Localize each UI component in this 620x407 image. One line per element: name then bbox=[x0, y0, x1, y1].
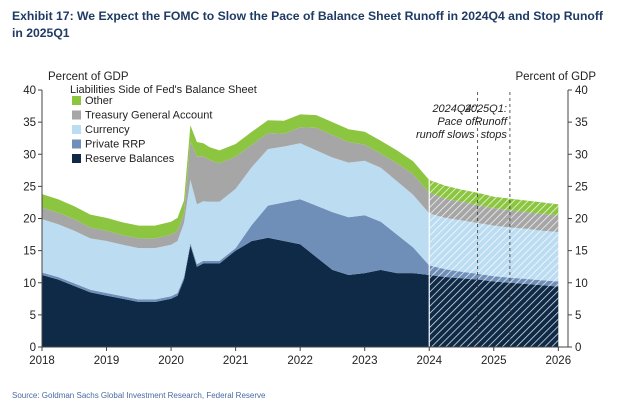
legend-swatch-other bbox=[72, 96, 81, 105]
area-treasury-general-account bbox=[42, 127, 559, 249]
y-tick-label-right: 25 bbox=[575, 181, 588, 193]
x-tick-label: 2024 bbox=[416, 355, 442, 367]
legend-swatch-reserve-balances bbox=[72, 154, 81, 163]
legend-swatch-private-rrp bbox=[72, 139, 81, 149]
legend-label-currency: Currency bbox=[85, 124, 130, 136]
area-private-rrp bbox=[42, 199, 559, 302]
x-tick-label: 2019 bbox=[94, 355, 120, 367]
y-tick-label-left: 40 bbox=[23, 85, 36, 97]
source-note: Source: Goldman Sachs Global Investment … bbox=[12, 391, 266, 400]
annotation-text: Pace of bbox=[437, 116, 475, 128]
plot-area bbox=[42, 114, 559, 347]
y-axis-label-left: Percent of GDP bbox=[48, 71, 129, 83]
y-tick-label-right: 30 bbox=[575, 149, 588, 161]
legend-label-other: Other bbox=[85, 95, 113, 107]
annotation-text: runoff slows bbox=[416, 129, 475, 141]
y-tick-label-right: 20 bbox=[575, 214, 588, 226]
y-tick-label-left: 15 bbox=[23, 246, 36, 258]
y-tick-label-left: 10 bbox=[23, 278, 36, 290]
x-tick-label: 2018 bbox=[29, 355, 55, 367]
y-axis-label-right: Percent of GDP bbox=[515, 71, 596, 83]
x-tick-label: 2025 bbox=[481, 355, 507, 367]
x-tick-label: 2023 bbox=[352, 355, 378, 367]
x-tick-label: 2021 bbox=[223, 355, 249, 367]
legend-label-reserve-balances: Reserve Balances bbox=[85, 153, 175, 165]
annotation-text: 2025Q1: bbox=[464, 103, 507, 115]
y-tick-label-right: 40 bbox=[575, 85, 588, 97]
annotation-text: stops bbox=[481, 129, 508, 141]
exhibit-title: Exhibit 17: We Expect the FOMC to Slow t… bbox=[12, 9, 603, 40]
legend-swatch-treasury-general-account bbox=[72, 110, 81, 120]
y-tick-label-left: 25 bbox=[23, 181, 36, 193]
area-other bbox=[42, 114, 559, 239]
legend-label-private-rrp: Private RRP bbox=[85, 139, 146, 151]
x-tick-label: 2026 bbox=[546, 355, 572, 367]
forecast-hatch bbox=[429, 180, 559, 347]
y-tick-label-left: 30 bbox=[23, 149, 36, 161]
y-tick-label-right: 35 bbox=[575, 117, 588, 129]
y-tick-label-right: 5 bbox=[575, 310, 581, 322]
y-tick-label-right: 15 bbox=[575, 246, 588, 258]
x-tick-label: 2020 bbox=[158, 355, 184, 367]
annotation-text: Runoff bbox=[474, 116, 507, 128]
y-tick-label-left: 35 bbox=[23, 117, 36, 129]
y-tick-label-left: 5 bbox=[30, 310, 36, 322]
legend-swatch-currency bbox=[72, 125, 81, 134]
y-tick-label-left: 20 bbox=[23, 214, 36, 226]
y-tick-label-right: 10 bbox=[575, 278, 588, 290]
legend-label-treasury-general-account: Treasury General Account bbox=[85, 110, 212, 122]
y-tick-label-right: 0 bbox=[575, 342, 581, 354]
x-tick-label: 2022 bbox=[287, 355, 313, 367]
legend: Liabilities Side of Fed's Balance SheetO… bbox=[70, 84, 257, 165]
y-tick-label-left: 0 bbox=[30, 342, 36, 354]
legend-title: Liabilities Side of Fed's Balance Sheet bbox=[70, 84, 257, 96]
annotation-text: 2024Q4: bbox=[431, 103, 474, 115]
